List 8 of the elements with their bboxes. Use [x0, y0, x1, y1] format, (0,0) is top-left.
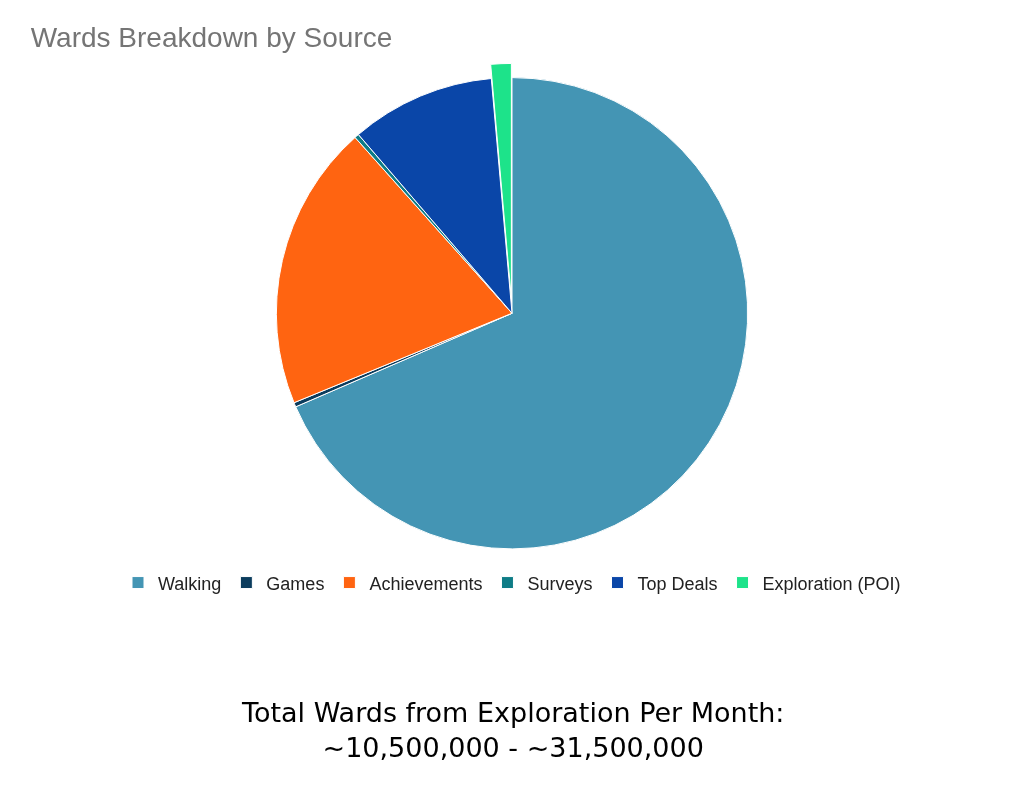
text: Total Wards from Exploration Per Month: ~10,500,000 - ~31,500,000	[241, 697, 785, 764]
legend-label: Top Deals	[637, 573, 718, 594]
legend-label: Games	[266, 573, 325, 594]
legend-label: Walking	[158, 573, 222, 594]
legend-label: Surveys	[527, 573, 593, 594]
chart-title: Wards Breakdown by Source	[30, 21, 393, 53]
legend-label: Achievements	[369, 573, 483, 594]
legend-label: Exploration (POI)	[762, 573, 901, 594]
